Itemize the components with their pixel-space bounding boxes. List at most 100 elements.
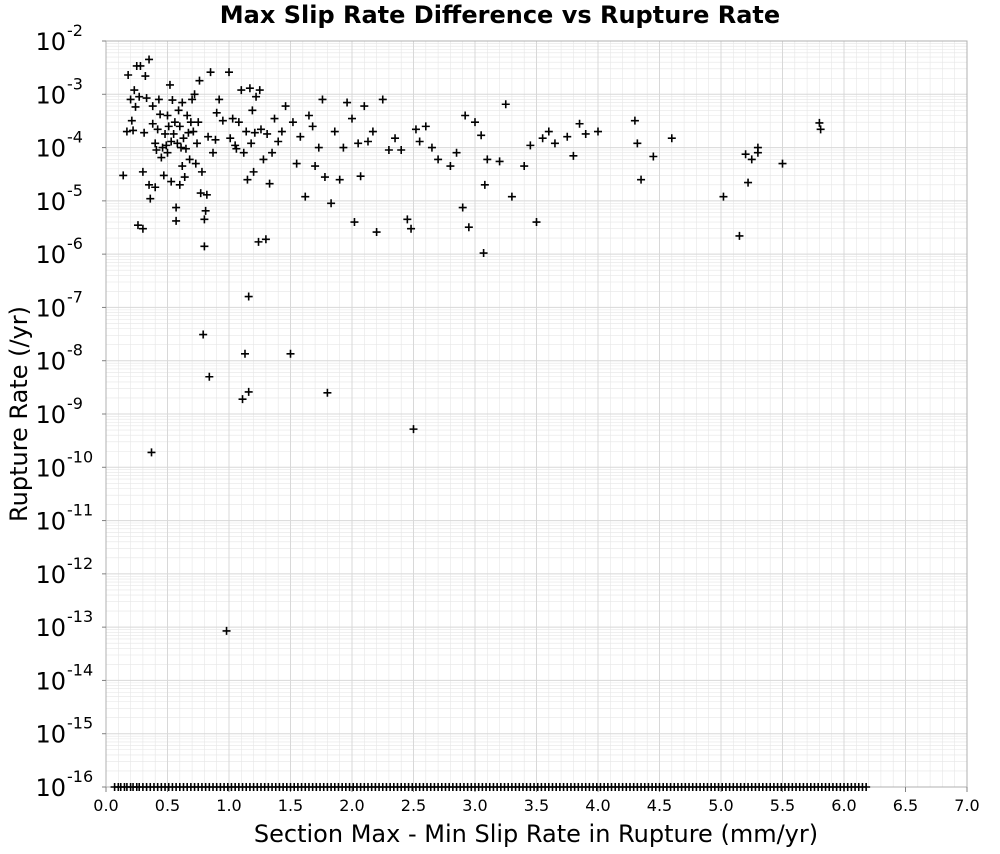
data-point — [343, 98, 352, 107]
data-point — [209, 148, 218, 157]
data-point — [130, 86, 139, 95]
data-point — [238, 395, 247, 404]
y-tick-label-exponent: -9 — [67, 394, 83, 413]
data-point — [323, 388, 332, 397]
data-point — [281, 102, 290, 111]
data-point — [146, 194, 155, 203]
data-point — [237, 86, 246, 95]
data-point — [234, 118, 243, 127]
data-point — [384, 146, 393, 155]
data-point — [544, 127, 553, 136]
data-point — [594, 127, 602, 136]
data-point — [172, 216, 181, 225]
data-point — [318, 95, 327, 104]
data-point — [201, 206, 210, 215]
data-point — [215, 95, 224, 104]
y-tick-label-base: 10 — [35, 508, 66, 536]
y-tick-label-base: 10 — [35, 774, 66, 802]
data-point — [228, 114, 237, 123]
y-tick-label-base: 10 — [35, 348, 66, 376]
data-point — [177, 143, 186, 152]
data-point — [202, 190, 211, 199]
data-point — [563, 132, 572, 141]
y-tick-label-exponent: -7 — [67, 287, 83, 306]
y-tick-label-base: 10 — [35, 135, 66, 163]
data-point — [397, 146, 406, 155]
data-point — [256, 125, 265, 134]
data-point — [226, 134, 235, 143]
data-point — [175, 122, 184, 131]
data-point — [183, 111, 192, 120]
data-point — [242, 127, 251, 136]
data-point — [741, 150, 750, 159]
data-point — [178, 162, 187, 171]
data-point — [270, 114, 279, 123]
data-point — [335, 175, 344, 184]
data-point — [127, 116, 136, 125]
data-point — [135, 92, 144, 101]
data-point — [163, 111, 172, 120]
data-point — [148, 119, 157, 128]
chart-title: Max Slip Rate Difference vs Rupture Rate — [220, 1, 780, 29]
data-point — [153, 125, 162, 134]
data-point — [129, 126, 138, 135]
data-point — [301, 192, 310, 201]
data-point — [434, 155, 443, 164]
data-point — [145, 55, 154, 64]
data-point — [581, 129, 590, 138]
y-tick-label-base: 10 — [35, 454, 66, 482]
data-point — [261, 235, 270, 244]
y-tick-label-base: 10 — [35, 81, 66, 109]
x-axis-label: Section Max - Min Slip Rate in Rupture (… — [254, 820, 818, 848]
data-point — [167, 137, 176, 146]
data-point — [348, 114, 356, 123]
y-axis-label: Rupture Rate (/yr) — [5, 306, 33, 522]
data-point — [180, 173, 189, 182]
data-point — [162, 141, 171, 150]
data-point — [296, 132, 305, 141]
data-point — [174, 106, 183, 115]
data-point — [550, 139, 559, 148]
data-point — [154, 95, 163, 104]
data-point — [142, 94, 151, 103]
x-tick-label: 6.5 — [893, 796, 918, 815]
data-point — [190, 90, 199, 99]
data-point — [141, 72, 150, 81]
data-point — [175, 180, 184, 189]
y-tick-label-base: 10 — [35, 241, 66, 269]
data-point — [186, 118, 195, 127]
data-point — [274, 137, 283, 146]
data-point — [421, 122, 430, 131]
data-point — [184, 128, 193, 137]
y-tick-label-exponent: -12 — [67, 554, 93, 573]
y-tick-label-exponent: -5 — [67, 181, 83, 200]
x-tick-label: 1.5 — [278, 796, 303, 815]
data-point — [157, 153, 166, 162]
axes: 0.0 0.5 1.0 1.5 2.0 2.5 3.0 3.5 4.0 4.5 5.0 5.5 6.0 6… — [35, 21, 979, 815]
data-point — [250, 128, 259, 137]
data-point — [255, 86, 264, 95]
data-point — [327, 199, 336, 208]
data-point — [360, 102, 369, 111]
data-point — [151, 183, 160, 192]
data-point — [161, 129, 170, 138]
data-point — [122, 127, 131, 136]
data-point — [368, 127, 377, 136]
data-point — [633, 139, 642, 148]
data-point — [178, 98, 187, 107]
data-point — [464, 223, 473, 232]
data-point — [483, 155, 492, 164]
data-point — [200, 215, 209, 224]
data-point — [196, 189, 205, 198]
data-point — [350, 218, 359, 227]
data-point — [172, 203, 181, 212]
data-point — [205, 372, 214, 381]
data-point — [156, 110, 165, 119]
data-point — [167, 177, 176, 186]
data-point — [354, 139, 363, 148]
x-tick-label: 4.0 — [585, 796, 610, 815]
data-point — [407, 224, 416, 233]
y-tick-label-exponent: -10 — [67, 447, 93, 466]
data-point — [181, 144, 190, 153]
